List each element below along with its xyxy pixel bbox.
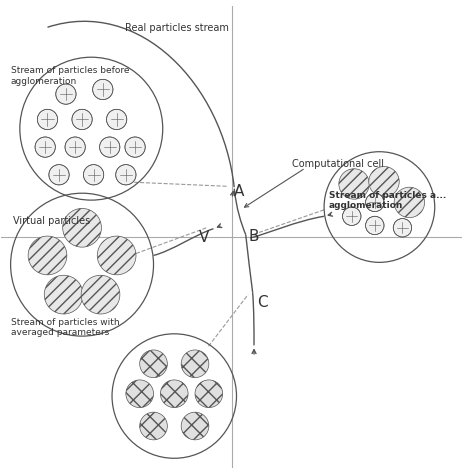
Circle shape: [181, 350, 209, 378]
Circle shape: [107, 109, 127, 129]
Text: Stream of particles with
averaged parameters: Stream of particles with averaged parame…: [10, 318, 119, 337]
Circle shape: [365, 193, 384, 212]
Circle shape: [160, 380, 188, 408]
Circle shape: [63, 209, 101, 247]
Text: V: V: [199, 230, 210, 245]
Text: B: B: [248, 229, 258, 245]
Circle shape: [35, 137, 55, 157]
Circle shape: [181, 412, 209, 440]
Circle shape: [195, 380, 223, 408]
Text: Stream of particles before
agglomeration: Stream of particles before agglomeration: [10, 66, 129, 86]
Circle shape: [125, 137, 145, 157]
Circle shape: [116, 164, 136, 185]
Circle shape: [343, 207, 361, 226]
Circle shape: [37, 109, 58, 129]
Text: Real particles stream: Real particles stream: [125, 23, 228, 33]
Circle shape: [93, 79, 113, 100]
Circle shape: [140, 412, 167, 440]
Circle shape: [140, 350, 167, 378]
Circle shape: [28, 236, 67, 275]
Circle shape: [83, 164, 104, 185]
Circle shape: [126, 380, 154, 408]
Circle shape: [100, 137, 120, 157]
Circle shape: [393, 219, 412, 237]
Circle shape: [394, 187, 425, 218]
Circle shape: [56, 84, 76, 104]
Text: Stream of particles a...
agglomeration: Stream of particles a... agglomeration: [328, 191, 446, 210]
Text: C: C: [257, 295, 268, 310]
Text: A: A: [234, 184, 245, 199]
Circle shape: [72, 109, 92, 129]
Circle shape: [49, 164, 69, 185]
Circle shape: [365, 216, 384, 235]
Text: Computational cell: Computational cell: [292, 159, 384, 169]
Text: Virtual particles: Virtual particles: [13, 216, 90, 226]
Circle shape: [339, 169, 369, 199]
Circle shape: [65, 137, 85, 157]
Circle shape: [97, 236, 136, 275]
Circle shape: [81, 275, 120, 314]
Circle shape: [44, 275, 83, 314]
Circle shape: [369, 166, 399, 197]
